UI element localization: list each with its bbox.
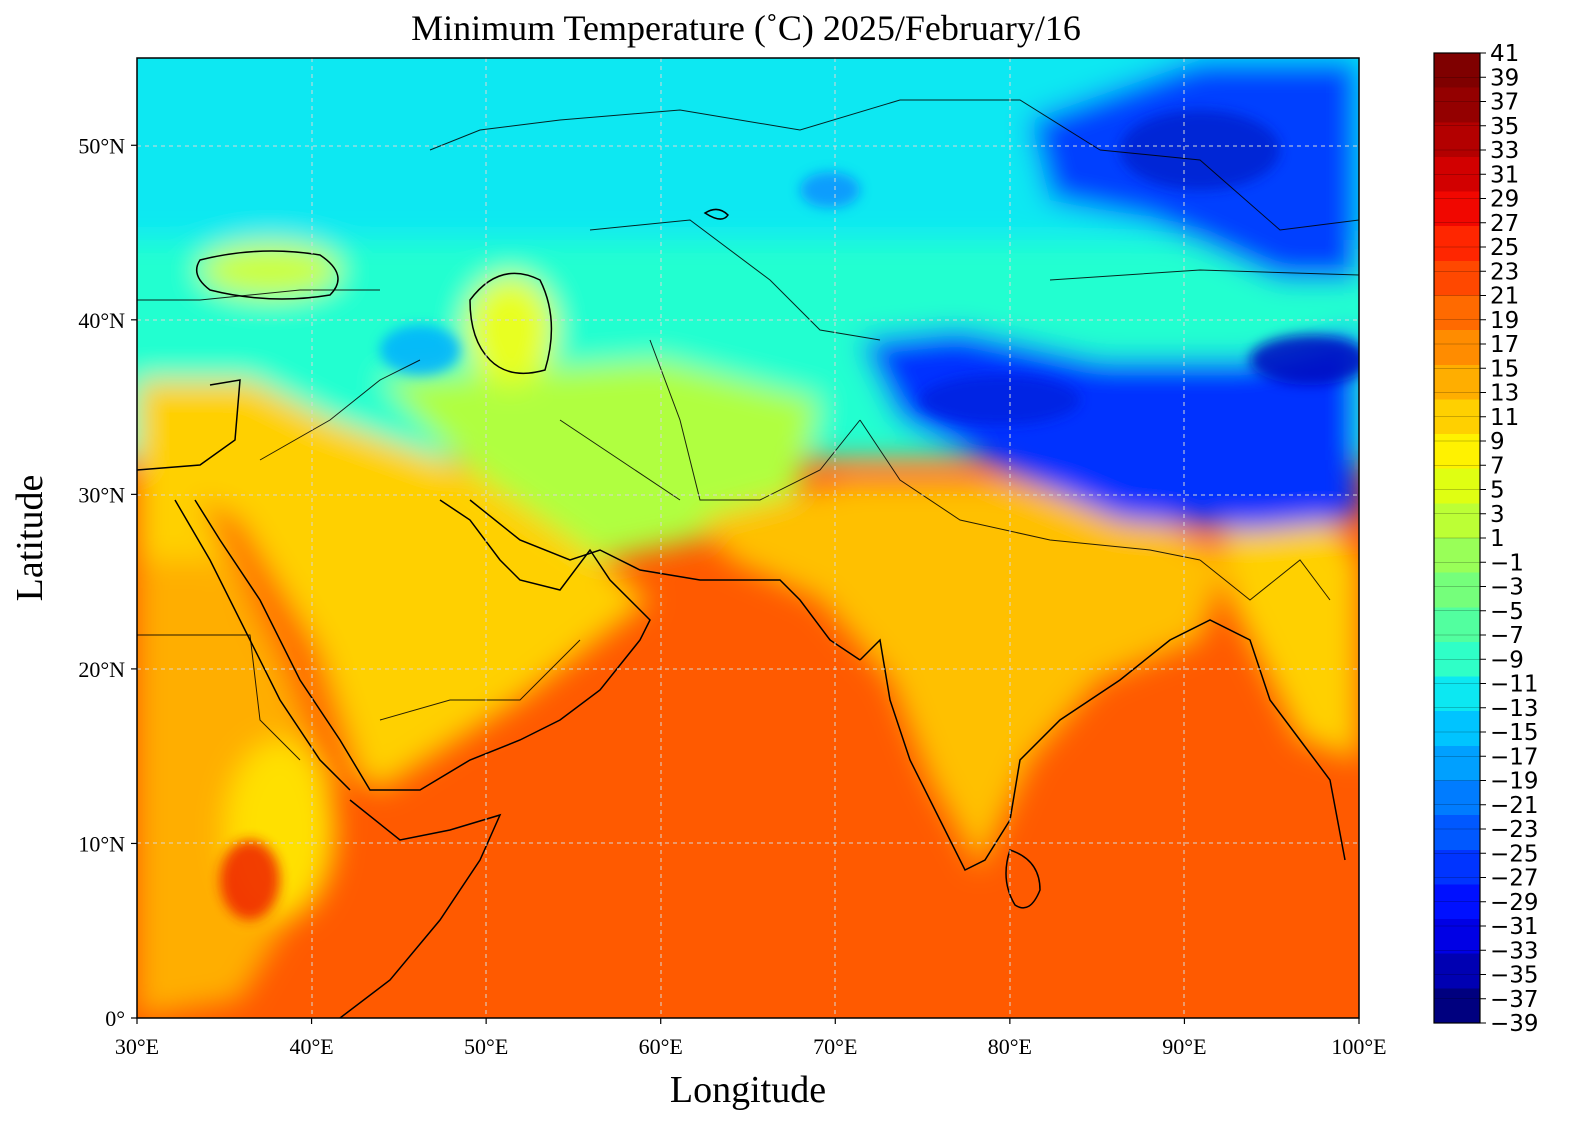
colorbar-tick-label: −19 bbox=[1490, 769, 1539, 795]
y-tick-label: 0° bbox=[105, 1006, 125, 1031]
colorbar-tick-label: 27 bbox=[1490, 211, 1519, 237]
colorbar-tick-label: −11 bbox=[1490, 672, 1539, 698]
y-tick-label: 30°N bbox=[78, 482, 125, 507]
colorbar-tick-label: −27 bbox=[1490, 866, 1539, 892]
coastlines bbox=[137, 208, 1346, 1018]
temperature-field bbox=[137, 58, 1359, 1018]
colorbar-tick-label: −9 bbox=[1490, 647, 1524, 673]
x-tick-label: 60°E bbox=[639, 1034, 683, 1059]
colorbar-tick-label: 35 bbox=[1490, 114, 1519, 140]
colorbar-tick-label: 29 bbox=[1490, 187, 1519, 213]
colorbar-tick-label: −17 bbox=[1490, 744, 1539, 770]
map-frame bbox=[136, 57, 1360, 1019]
colorbar-tick-label: −31 bbox=[1490, 914, 1539, 940]
x-tick-label: 100°E bbox=[1331, 1034, 1386, 1059]
india-land bbox=[700, 480, 1230, 870]
colorbar-tick-label: −29 bbox=[1490, 890, 1539, 916]
colorbar-tick-label: 41 bbox=[1490, 41, 1519, 67]
colorbar-tick-label: −39 bbox=[1490, 1011, 1539, 1037]
colorbar-tick-label: 21 bbox=[1490, 284, 1519, 310]
colorbar-tick-label: −15 bbox=[1490, 720, 1539, 746]
colorbar-tick-label: −7 bbox=[1490, 623, 1524, 649]
y-tick-label: 20°N bbox=[78, 657, 125, 682]
x-tick-label: 90°E bbox=[1162, 1034, 1206, 1059]
x-tick-label: 30°E bbox=[115, 1034, 159, 1059]
x-tick-label: 70°E bbox=[813, 1034, 857, 1059]
colorbar-tick-label: −3 bbox=[1490, 575, 1524, 601]
caspian bbox=[465, 275, 555, 385]
colorbar-tick-label: 3 bbox=[1490, 502, 1505, 528]
colorbar-tick-label: −33 bbox=[1490, 938, 1539, 964]
colorbar-tick-label: 19 bbox=[1490, 308, 1519, 334]
colorbar-tick-label: −13 bbox=[1490, 696, 1539, 722]
colorbar-tick-label: 11 bbox=[1490, 405, 1519, 431]
colorbar-tick-label: 17 bbox=[1490, 332, 1519, 358]
colorbar-tick-label: 9 bbox=[1490, 429, 1505, 455]
colorbar-ticks: 4139373533312927252321191715131197531−1−… bbox=[1480, 41, 1539, 1037]
colorbar-tick-label: 15 bbox=[1490, 356, 1519, 382]
colorbar-tick-label: 25 bbox=[1490, 235, 1519, 261]
colorbar-tick-label: −5 bbox=[1490, 599, 1524, 625]
colorbar-tick-label: 23 bbox=[1490, 259, 1519, 285]
colorbar-tick-label: 5 bbox=[1490, 478, 1505, 504]
colorbar-tick-label: 1 bbox=[1490, 526, 1505, 552]
colorbar-tick-label: 31 bbox=[1490, 162, 1519, 188]
country-borders bbox=[137, 99, 1359, 761]
y-tick-label: 10°N bbox=[78, 831, 125, 856]
x-tick-label: 40°E bbox=[289, 1034, 333, 1059]
colorbar-tick-label: −23 bbox=[1490, 817, 1539, 843]
gridlines bbox=[137, 58, 1359, 1018]
x-axis-ticks: 30°E 40°E 50°E 60°E 70°E 80°E 90°E 100°E bbox=[115, 1018, 1387, 1059]
x-tick-label: 80°E bbox=[988, 1034, 1032, 1059]
colorbar-tick-label: 39 bbox=[1490, 65, 1519, 91]
iran-plateau bbox=[380, 360, 820, 560]
colorbar-tick-label: −37 bbox=[1490, 987, 1539, 1013]
colorbar-tick-label: −1 bbox=[1490, 550, 1524, 576]
y-axis-label: Latitude bbox=[9, 475, 51, 602]
x-tick-label: 50°E bbox=[464, 1034, 508, 1059]
colorbar-tick-label: 13 bbox=[1490, 381, 1519, 407]
colorbar-tick-label: 37 bbox=[1490, 90, 1519, 116]
x-axis-label: Longitude bbox=[670, 1069, 826, 1111]
y-tick-label: 40°N bbox=[78, 308, 125, 333]
colorbar: 4139373533312927252321191715131197531−1−… bbox=[1433, 41, 1539, 1037]
y-axis-ticks: 0° 10°N 20°N 30°N 40°N 50°N bbox=[78, 133, 137, 1031]
chart-title: Minimum Temperature (˚C) 2025/February/1… bbox=[411, 8, 1081, 48]
colorbar-tick-label: −25 bbox=[1490, 841, 1539, 867]
black-sea bbox=[200, 242, 340, 298]
colorbar-tick-label: −35 bbox=[1490, 963, 1539, 989]
colorbar-tick-label: −21 bbox=[1490, 793, 1539, 819]
sea-land bbox=[1220, 520, 1359, 760]
colorbar-tick-label: 7 bbox=[1490, 453, 1505, 479]
colorbar-tick-label: 33 bbox=[1490, 138, 1519, 164]
colorbar-dividers bbox=[1434, 77, 1480, 999]
y-tick-label: 50°N bbox=[78, 133, 125, 158]
